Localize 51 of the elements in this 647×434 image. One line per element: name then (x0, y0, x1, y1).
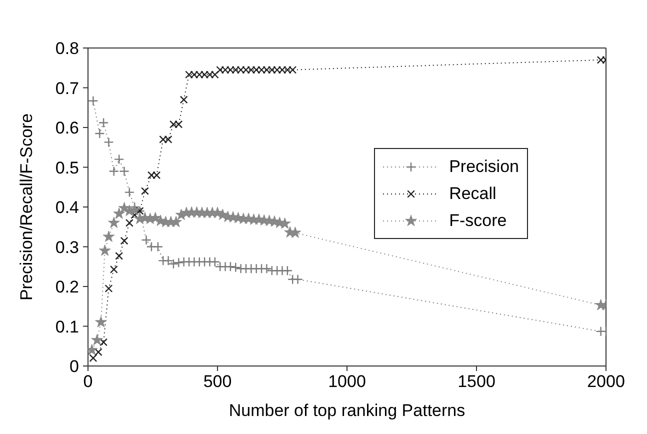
point (95, 316, 107, 328)
point (98, 118, 109, 128)
x-tick-label: 0 (83, 372, 93, 392)
y-tick-label: 0.8 (55, 39, 79, 58)
x-tick-label: 1000 (328, 372, 366, 392)
point (119, 166, 130, 176)
point (115, 252, 124, 260)
y-tick-label: 0.6 (55, 118, 79, 138)
point (108, 166, 119, 176)
point (152, 242, 164, 252)
point (102, 230, 115, 242)
point (230, 262, 241, 273)
y-tick-label: 0.1 (55, 317, 79, 336)
point (124, 187, 135, 198)
y-tick-label: 0.3 (55, 238, 79, 257)
point (130, 210, 139, 219)
point (174, 258, 184, 268)
point (180, 96, 188, 104)
point (596, 56, 605, 64)
legend-label: Precision (449, 156, 519, 176)
point (110, 265, 118, 274)
y-axis-title: Precision/Recall/F-Score (17, 113, 36, 301)
x-tick-label: 1500 (458, 372, 496, 392)
y-tick-label: 0.4 (55, 198, 79, 218)
point (89, 354, 98, 362)
point (113, 208, 126, 219)
point (94, 348, 102, 356)
point (91, 334, 103, 346)
point (114, 154, 124, 164)
point (108, 216, 120, 228)
x-tick-label: 2000 (587, 372, 625, 392)
point (104, 137, 114, 148)
y-tick-label: 0.2 (55, 278, 79, 297)
point (120, 236, 128, 245)
point (94, 128, 105, 139)
point (125, 218, 134, 227)
point (292, 274, 303, 284)
y-tick-label: 0.5 (55, 158, 79, 178)
y-tick-label: 0 (70, 357, 79, 376)
x-tick-label: 500 (203, 372, 232, 392)
point (282, 266, 293, 276)
x-axis-title: Number of top ranking Patterns (228, 401, 466, 420)
point (225, 262, 236, 272)
point (100, 338, 108, 346)
y-tick-label: 0.7 (55, 78, 79, 98)
legend-label: F-score (449, 210, 507, 230)
point (141, 187, 149, 196)
legend-label: Recall (449, 184, 496, 204)
point (98, 244, 111, 256)
point (104, 284, 113, 292)
point (88, 96, 98, 106)
